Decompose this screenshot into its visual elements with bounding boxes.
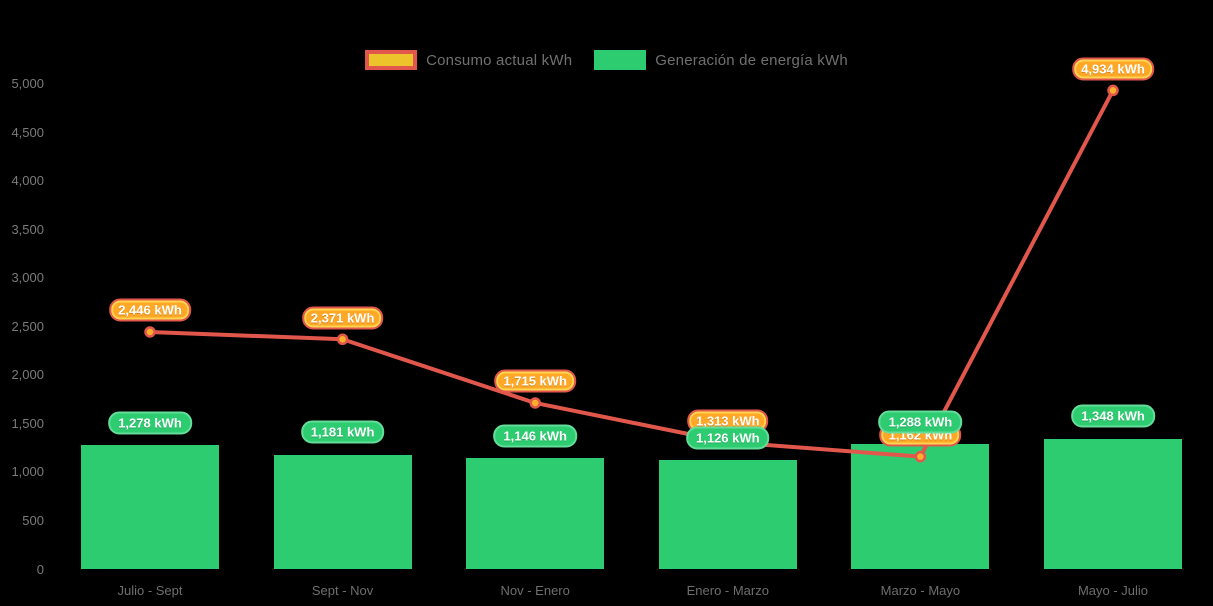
generacion-value-label[interactable]: 1,181 kWh [300, 420, 385, 444]
chart-legend: Consumo actual kWh Generación de energía… [0, 50, 1213, 70]
generacion-bar[interactable] [466, 458, 605, 570]
legend-item-consumo[interactable]: Consumo actual kWh [365, 50, 572, 70]
consumo-value-label[interactable]: 1,715 kWh [494, 369, 576, 393]
x-axis-category-label: Sept - Nov [311, 583, 374, 598]
generacion-legend-swatch-icon [594, 50, 647, 70]
y-axis-tick-label: 4,000 [11, 173, 44, 189]
consumo-value-label[interactable]: 4,934 kWh [1072, 57, 1154, 81]
generacion-value-label[interactable]: 1,288 kWh [878, 410, 963, 434]
y-axis-tick-label: 0 [36, 561, 44, 577]
x-axis-category-label: Mayo - Julio [1077, 583, 1149, 598]
y-axis-tick-label: 3,500 [11, 221, 44, 237]
y-axis-tick-label: 500 [22, 512, 44, 528]
generacion-value-label[interactable]: 1,278 kWh [108, 411, 192, 435]
consumo-value-label[interactable]: 2,371 kWh [301, 306, 384, 330]
legend-item-generacion[interactable]: Generación de energía kWh [594, 50, 848, 70]
consumo-legend-swatch-icon [365, 50, 418, 70]
consumo-point-marker[interactable] [144, 326, 156, 338]
y-axis-tick-label: 2,500 [11, 318, 44, 334]
generacion-value-label[interactable]: 1,146 kWh [493, 424, 577, 448]
x-axis-category-label: Julio - Sept [117, 583, 183, 598]
y-axis-tick-label: 5,000 [11, 76, 44, 91]
y-axis-tick-label: 1,000 [11, 464, 44, 480]
generacion-value-label[interactable]: 1,348 kWh [1071, 404, 1155, 428]
consumo-value-label[interactable]: 2,446 kWh [109, 298, 191, 322]
y-axis-tick-label: 3,000 [11, 270, 44, 286]
generacion-bar[interactable] [1044, 438, 1182, 570]
y-axis-tick-label: 1,500 [11, 415, 44, 431]
consumo-point-marker[interactable] [336, 333, 349, 346]
x-axis-category-label: Enero - Marzo [686, 583, 769, 598]
x-axis-category-label: Marzo - Mayo [880, 583, 961, 598]
consumo-point-marker[interactable] [914, 450, 927, 463]
generacion-bar[interactable] [273, 454, 412, 570]
generacion-bar[interactable] [851, 444, 990, 570]
y-axis-tick-label: 2,000 [11, 367, 44, 383]
generacion-value-label[interactable]: 1,126 kWh [686, 426, 770, 450]
y-axis-tick-label: 4,500 [11, 124, 44, 140]
consumo-line [148, 88, 1115, 459]
generacion-legend-label: Generación de energía kWh [655, 51, 848, 69]
consumo-point-marker[interactable] [1107, 84, 1119, 97]
x-axis-category-label: Nov - Enero [500, 583, 570, 598]
generacion-bar[interactable] [81, 445, 219, 570]
consumo-point-marker[interactable] [529, 397, 541, 409]
consumo-legend-label: Consumo actual kWh [426, 51, 573, 69]
generacion-bar[interactable] [658, 460, 797, 570]
